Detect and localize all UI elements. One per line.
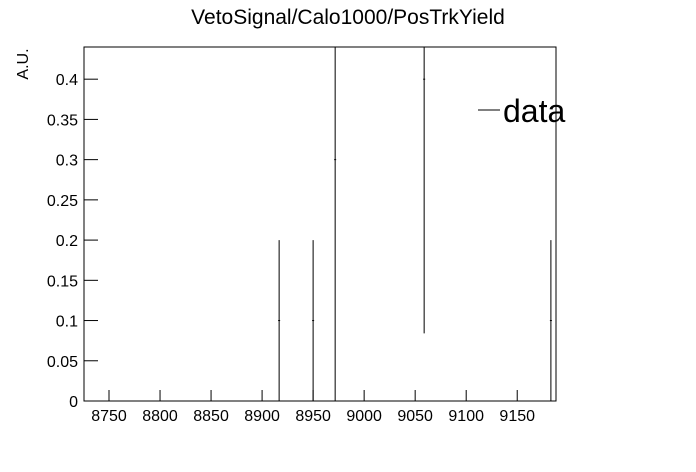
- y-tick-label: 0.4: [56, 72, 78, 89]
- y-tick-label: 0.25: [47, 193, 78, 210]
- y-tick-label: 0.05: [47, 354, 78, 371]
- y-tick-label: 0.15: [47, 273, 78, 290]
- x-tick-label: 8950: [295, 408, 331, 425]
- plot-frame: [83, 46, 557, 402]
- x-tick-label: 9150: [499, 408, 535, 425]
- x-tick-label: 8900: [244, 408, 280, 425]
- x-tick-label: 8750: [91, 408, 127, 425]
- y-tick-label: 0.1: [56, 314, 78, 331]
- x-tick-label: 8850: [193, 408, 229, 425]
- chart-title: VetoSignal/Calo1000/PosTrkYield: [191, 6, 505, 29]
- legend-label: data: [503, 93, 565, 129]
- y-tick-label: 0: [69, 394, 78, 411]
- y-axis-label: A.U.: [15, 48, 32, 79]
- y-tick-label: 0.2: [56, 233, 78, 250]
- x-tick-label: 9100: [448, 408, 484, 425]
- y-tick-label: 0.35: [47, 112, 78, 129]
- y-tick-label: 0.3: [56, 153, 78, 170]
- x-tick-label: 9000: [346, 408, 382, 425]
- plot-area: [278, 47, 552, 401]
- x-tick-label: 9050: [397, 408, 433, 425]
- x-tick-label: 8800: [142, 408, 178, 425]
